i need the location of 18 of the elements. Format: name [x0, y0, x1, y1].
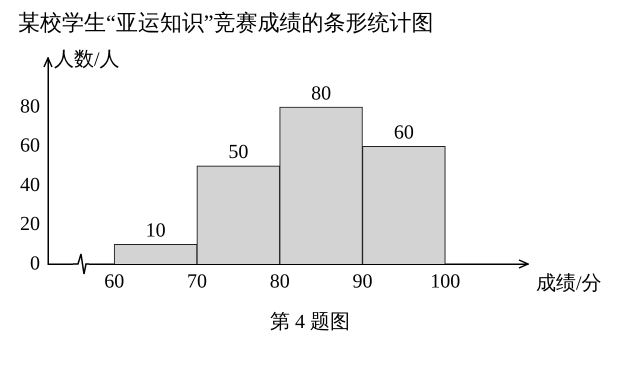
y-tick-label: 40	[20, 174, 40, 196]
x-tick-label: 100	[430, 270, 460, 292]
data-label: 80	[311, 82, 332, 104]
y-tick-label: 20	[20, 213, 40, 236]
x-tick-label: 60	[104, 270, 124, 292]
data-label: 10	[146, 220, 166, 242]
x-axis-title: 成绩/分	[536, 272, 602, 294]
y-tick-label: 80	[20, 95, 40, 118]
x-tick-label: 80	[270, 270, 290, 292]
y-axis-title: 人数/人	[54, 48, 120, 70]
data-label: 50	[228, 141, 248, 164]
x-tick-label: 90	[352, 270, 372, 292]
y-tick-label: 60	[20, 134, 40, 157]
y-tick-label: 0	[30, 252, 40, 274]
data-label: 60	[394, 122, 414, 144]
x-tick-label: 70	[186, 270, 207, 292]
text: 第 4 题图	[269, 310, 351, 335]
chart-title: 某校学生“亚运知识”竞赛成绩的条形统计图	[17, 9, 435, 37]
